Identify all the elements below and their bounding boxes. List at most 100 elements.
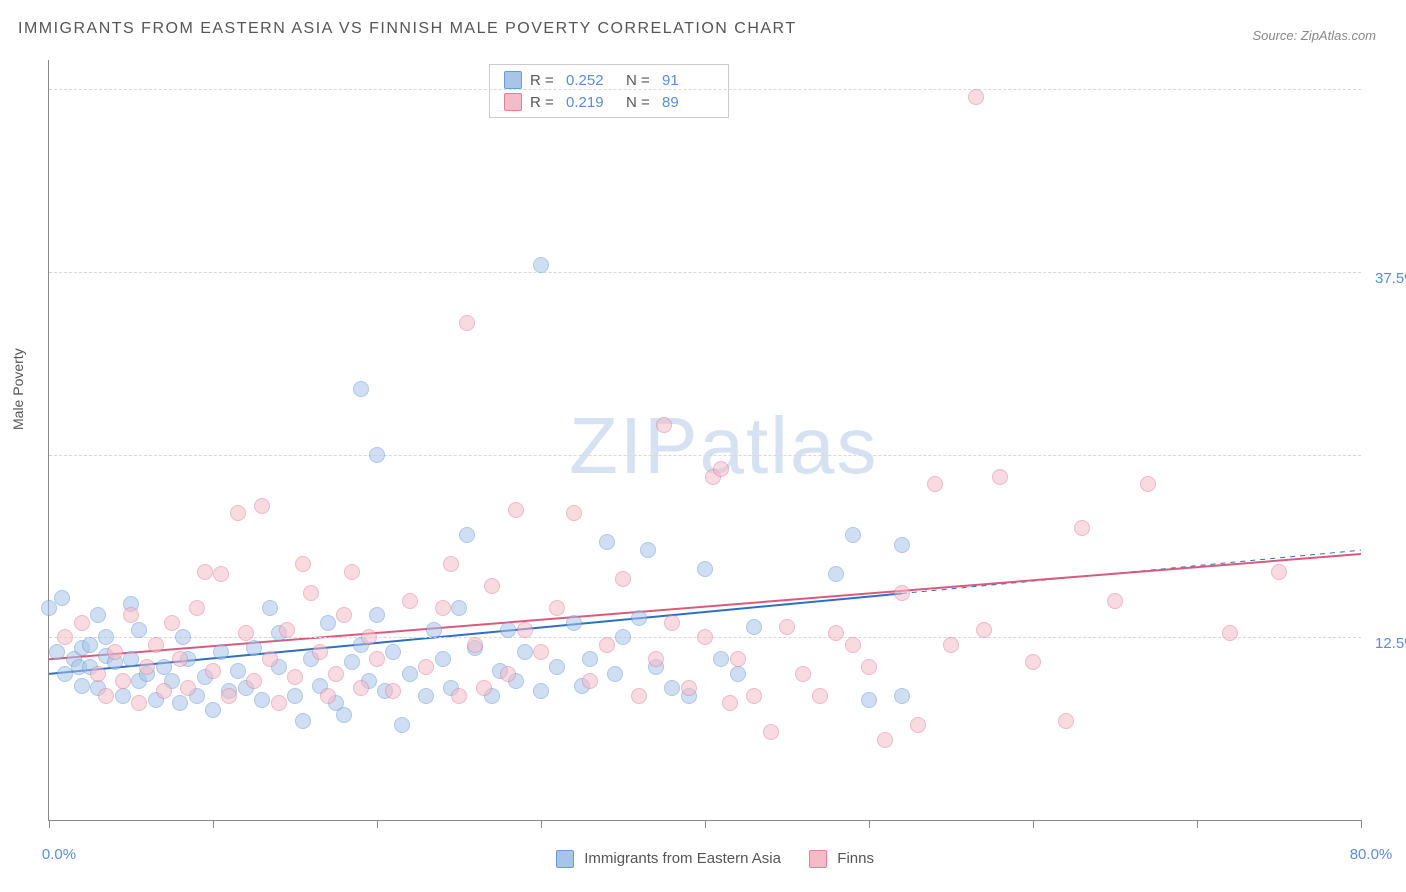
data-point	[533, 644, 549, 660]
data-point	[640, 542, 656, 558]
data-point	[175, 629, 191, 645]
data-point	[549, 600, 565, 616]
y-tick-label: 12.5%	[1375, 635, 1406, 652]
data-point	[697, 561, 713, 577]
data-point	[254, 692, 270, 708]
data-point	[123, 607, 139, 623]
data-point	[1074, 520, 1090, 536]
data-point	[845, 527, 861, 543]
r-value-s1: 0.252	[566, 72, 618, 89]
watermark-zip: ZIP	[569, 401, 699, 490]
data-point	[262, 600, 278, 616]
data-point	[90, 607, 106, 623]
swatch-s1	[504, 71, 522, 89]
data-point	[49, 644, 65, 660]
x-tick	[869, 820, 870, 828]
data-point	[295, 713, 311, 729]
data-point	[172, 695, 188, 711]
data-point	[123, 651, 139, 667]
data-point	[230, 505, 246, 521]
data-point	[402, 666, 418, 682]
data-point	[54, 590, 70, 606]
x-tick	[377, 820, 378, 828]
data-point	[287, 688, 303, 704]
data-point	[254, 498, 270, 514]
data-point	[566, 505, 582, 521]
correlation-legend: R = 0.252 N = 91 R = 0.219 N = 89	[489, 64, 729, 118]
data-point	[57, 629, 73, 645]
data-point	[205, 702, 221, 718]
data-point	[664, 615, 680, 631]
data-point	[172, 651, 188, 667]
r-label: R =	[530, 72, 558, 89]
data-point	[812, 688, 828, 704]
data-point	[713, 461, 729, 477]
data-point	[98, 688, 114, 704]
data-point	[312, 644, 328, 660]
gridline	[49, 455, 1361, 456]
data-point	[271, 695, 287, 711]
data-point	[402, 593, 418, 609]
data-point	[828, 566, 844, 582]
data-point	[287, 669, 303, 685]
n-label: N =	[626, 94, 654, 111]
data-point	[262, 651, 278, 667]
data-point	[713, 651, 729, 667]
data-point	[877, 732, 893, 748]
x-tick	[1361, 820, 1362, 828]
r-label: R =	[530, 94, 558, 111]
data-point	[230, 663, 246, 679]
x-tick	[1033, 820, 1034, 828]
data-point	[303, 585, 319, 601]
data-point	[779, 619, 795, 635]
legend-row-s1: R = 0.252 N = 91	[504, 69, 714, 91]
data-point	[139, 659, 155, 675]
data-point	[697, 629, 713, 645]
data-point	[508, 502, 524, 518]
series-legend: Immigrants from Eastern Asia Finns	[0, 850, 1406, 868]
y-tick-label: 37.5%	[1375, 270, 1406, 287]
data-point	[320, 615, 336, 631]
data-point	[1107, 593, 1123, 609]
swatch-s2-bottom	[809, 850, 827, 868]
data-point	[369, 607, 385, 623]
data-point	[566, 615, 582, 631]
watermark: ZIPatlas	[569, 400, 878, 492]
data-point	[582, 651, 598, 667]
data-point	[435, 651, 451, 667]
data-point	[435, 600, 451, 616]
data-point	[599, 534, 615, 550]
data-point	[484, 578, 500, 594]
data-point	[336, 607, 352, 623]
data-point	[197, 564, 213, 580]
y-axis-label: Male Poverty	[10, 348, 26, 430]
data-point	[656, 417, 672, 433]
data-point	[418, 659, 434, 675]
data-point	[90, 666, 106, 682]
data-point	[894, 585, 910, 601]
data-point	[500, 622, 516, 638]
data-point	[500, 666, 516, 682]
data-point	[394, 717, 410, 733]
r-value-s2: 0.219	[566, 94, 618, 111]
data-point	[943, 637, 959, 653]
data-point	[74, 615, 90, 631]
data-point	[861, 692, 877, 708]
data-point	[927, 476, 943, 492]
data-point	[115, 673, 131, 689]
data-point	[1140, 476, 1156, 492]
data-point	[1271, 564, 1287, 580]
n-value-s1: 91	[662, 72, 714, 89]
data-point	[238, 625, 254, 641]
data-point	[976, 622, 992, 638]
data-point	[213, 644, 229, 660]
data-point	[894, 537, 910, 553]
data-point	[1058, 713, 1074, 729]
data-point	[451, 688, 467, 704]
data-point	[369, 447, 385, 463]
n-label: N =	[626, 72, 654, 89]
plot-area: ZIPatlas R = 0.252 N = 91 R = 0.219 N = …	[48, 60, 1361, 821]
data-point	[418, 688, 434, 704]
data-point	[213, 566, 229, 582]
data-point	[295, 556, 311, 572]
